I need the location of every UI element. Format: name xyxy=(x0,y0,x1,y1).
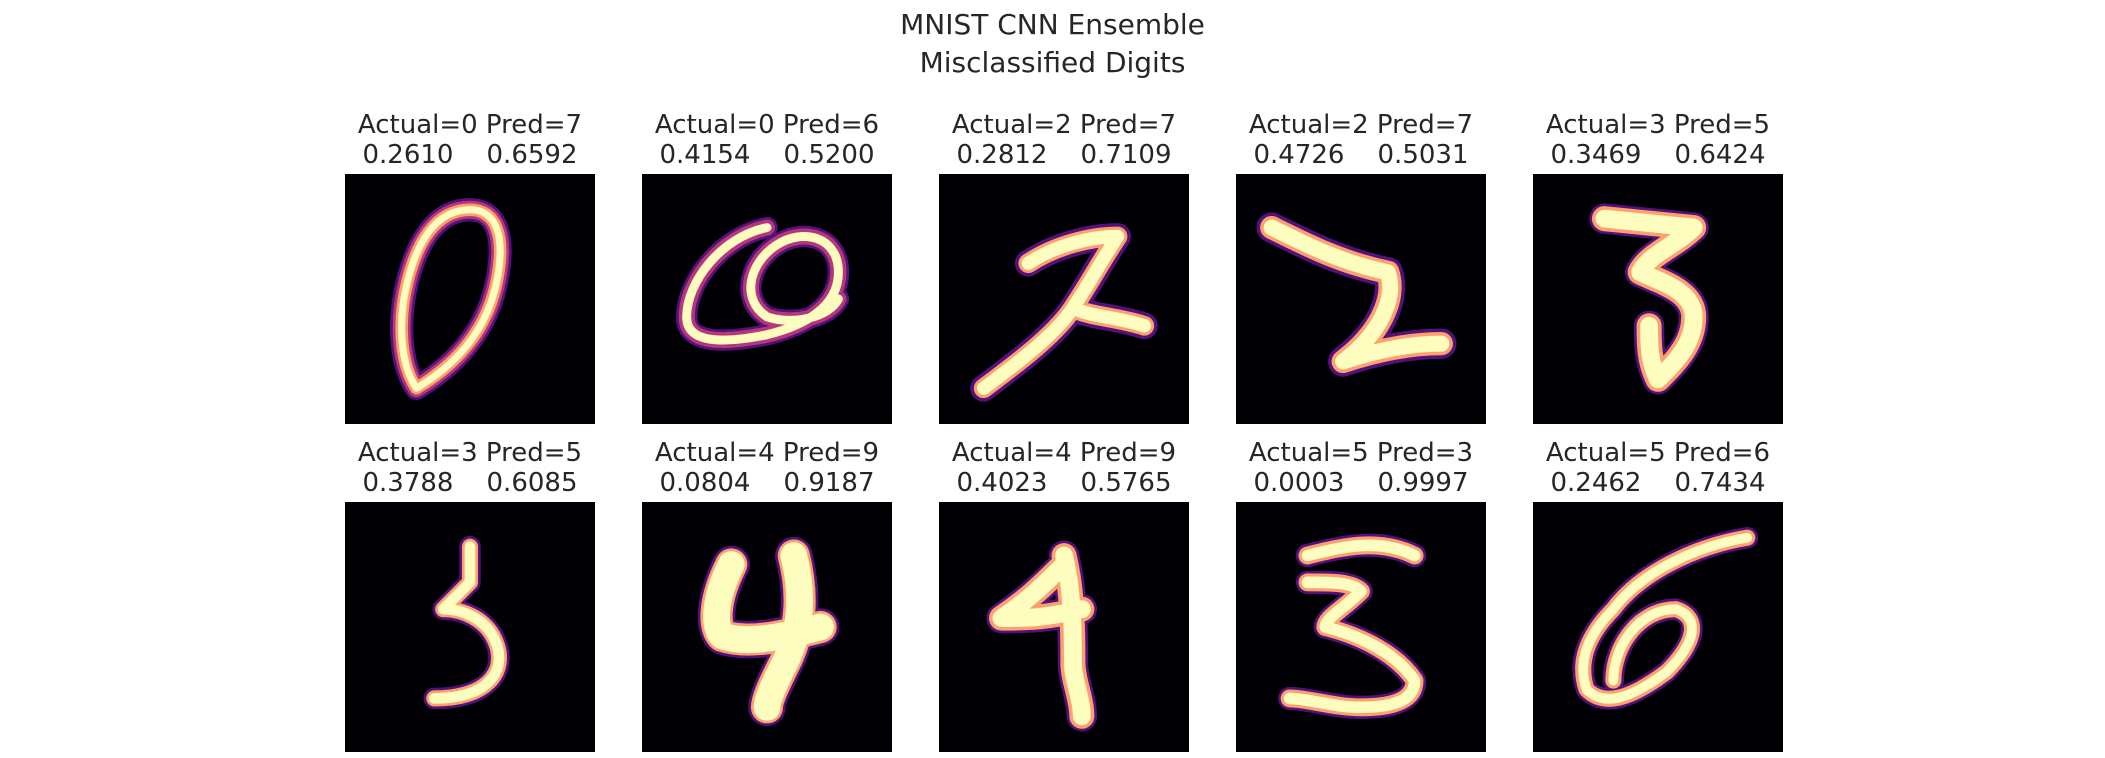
sample-cell: Actual=0 Pred=6 0.4154 0.5200 xyxy=(617,110,917,430)
sample-cell: Actual=3 Pred=5 0.3788 0.6085 xyxy=(320,438,620,758)
digit-image xyxy=(642,502,892,752)
digit-image xyxy=(345,174,595,424)
sample-probs: 0.0003 0.9997 xyxy=(1253,468,1469,498)
digit-image xyxy=(1236,502,1486,752)
sample-cell: Actual=3 Pred=5 0.3469 0.6424 xyxy=(1508,110,1808,430)
sample-label: Actual=5 Pred=3 xyxy=(1248,438,1474,468)
sample-label: Actual=2 Pred=7 xyxy=(951,110,1177,140)
sample-label: Actual=0 Pred=6 xyxy=(654,110,880,140)
figure-subtitle: Misclassified Digits xyxy=(919,46,1186,79)
sample-probs: 0.4023 0.5765 xyxy=(956,468,1172,498)
sample-probs: 0.4726 0.5031 xyxy=(1253,140,1469,170)
sample-cell: Actual=5 Pred=3 0.0003 0.9997 xyxy=(1211,438,1511,758)
sample-probs: 0.2812 0.7109 xyxy=(956,140,1172,170)
digit-image xyxy=(1533,502,1783,752)
sample-cell: Actual=0 Pred=7 0.2610 0.6592 xyxy=(320,110,620,430)
sample-label: Actual=2 Pred=7 xyxy=(1248,110,1474,140)
sample-cell: Actual=4 Pred=9 0.0804 0.9187 xyxy=(617,438,917,758)
sample-cell: Actual=4 Pred=9 0.4023 0.5765 xyxy=(914,438,1214,758)
digit-image xyxy=(939,174,1189,424)
figure-title: MNIST CNN Ensemble xyxy=(900,8,1205,41)
sample-probs: 0.4154 0.5200 xyxy=(659,140,875,170)
sample-probs: 0.3788 0.6085 xyxy=(362,468,578,498)
sample-cell: Actual=5 Pred=6 0.2462 0.7434 xyxy=(1508,438,1808,758)
sample-cell: Actual=2 Pred=7 0.2812 0.7109 xyxy=(914,110,1214,430)
sample-label: Actual=4 Pred=9 xyxy=(654,438,880,468)
sample-label: Actual=3 Pred=5 xyxy=(357,438,583,468)
sample-cell: Actual=2 Pred=7 0.4726 0.5031 xyxy=(1211,110,1511,430)
sample-label: Actual=4 Pred=9 xyxy=(951,438,1177,468)
sample-probs: 0.2462 0.7434 xyxy=(1550,468,1766,498)
sample-probs: 0.0804 0.9187 xyxy=(659,468,875,498)
digit-image xyxy=(1236,174,1486,424)
sample-label: Actual=0 Pred=7 xyxy=(357,110,583,140)
sample-probs: 0.2610 0.6592 xyxy=(362,140,578,170)
digit-image xyxy=(345,502,595,752)
sample-probs: 0.3469 0.6424 xyxy=(1550,140,1766,170)
sample-label: Actual=5 Pred=6 xyxy=(1545,438,1771,468)
digit-image xyxy=(642,174,892,424)
digit-image xyxy=(939,502,1189,752)
sample-label: Actual=3 Pred=5 xyxy=(1545,110,1771,140)
digit-image xyxy=(1533,174,1783,424)
